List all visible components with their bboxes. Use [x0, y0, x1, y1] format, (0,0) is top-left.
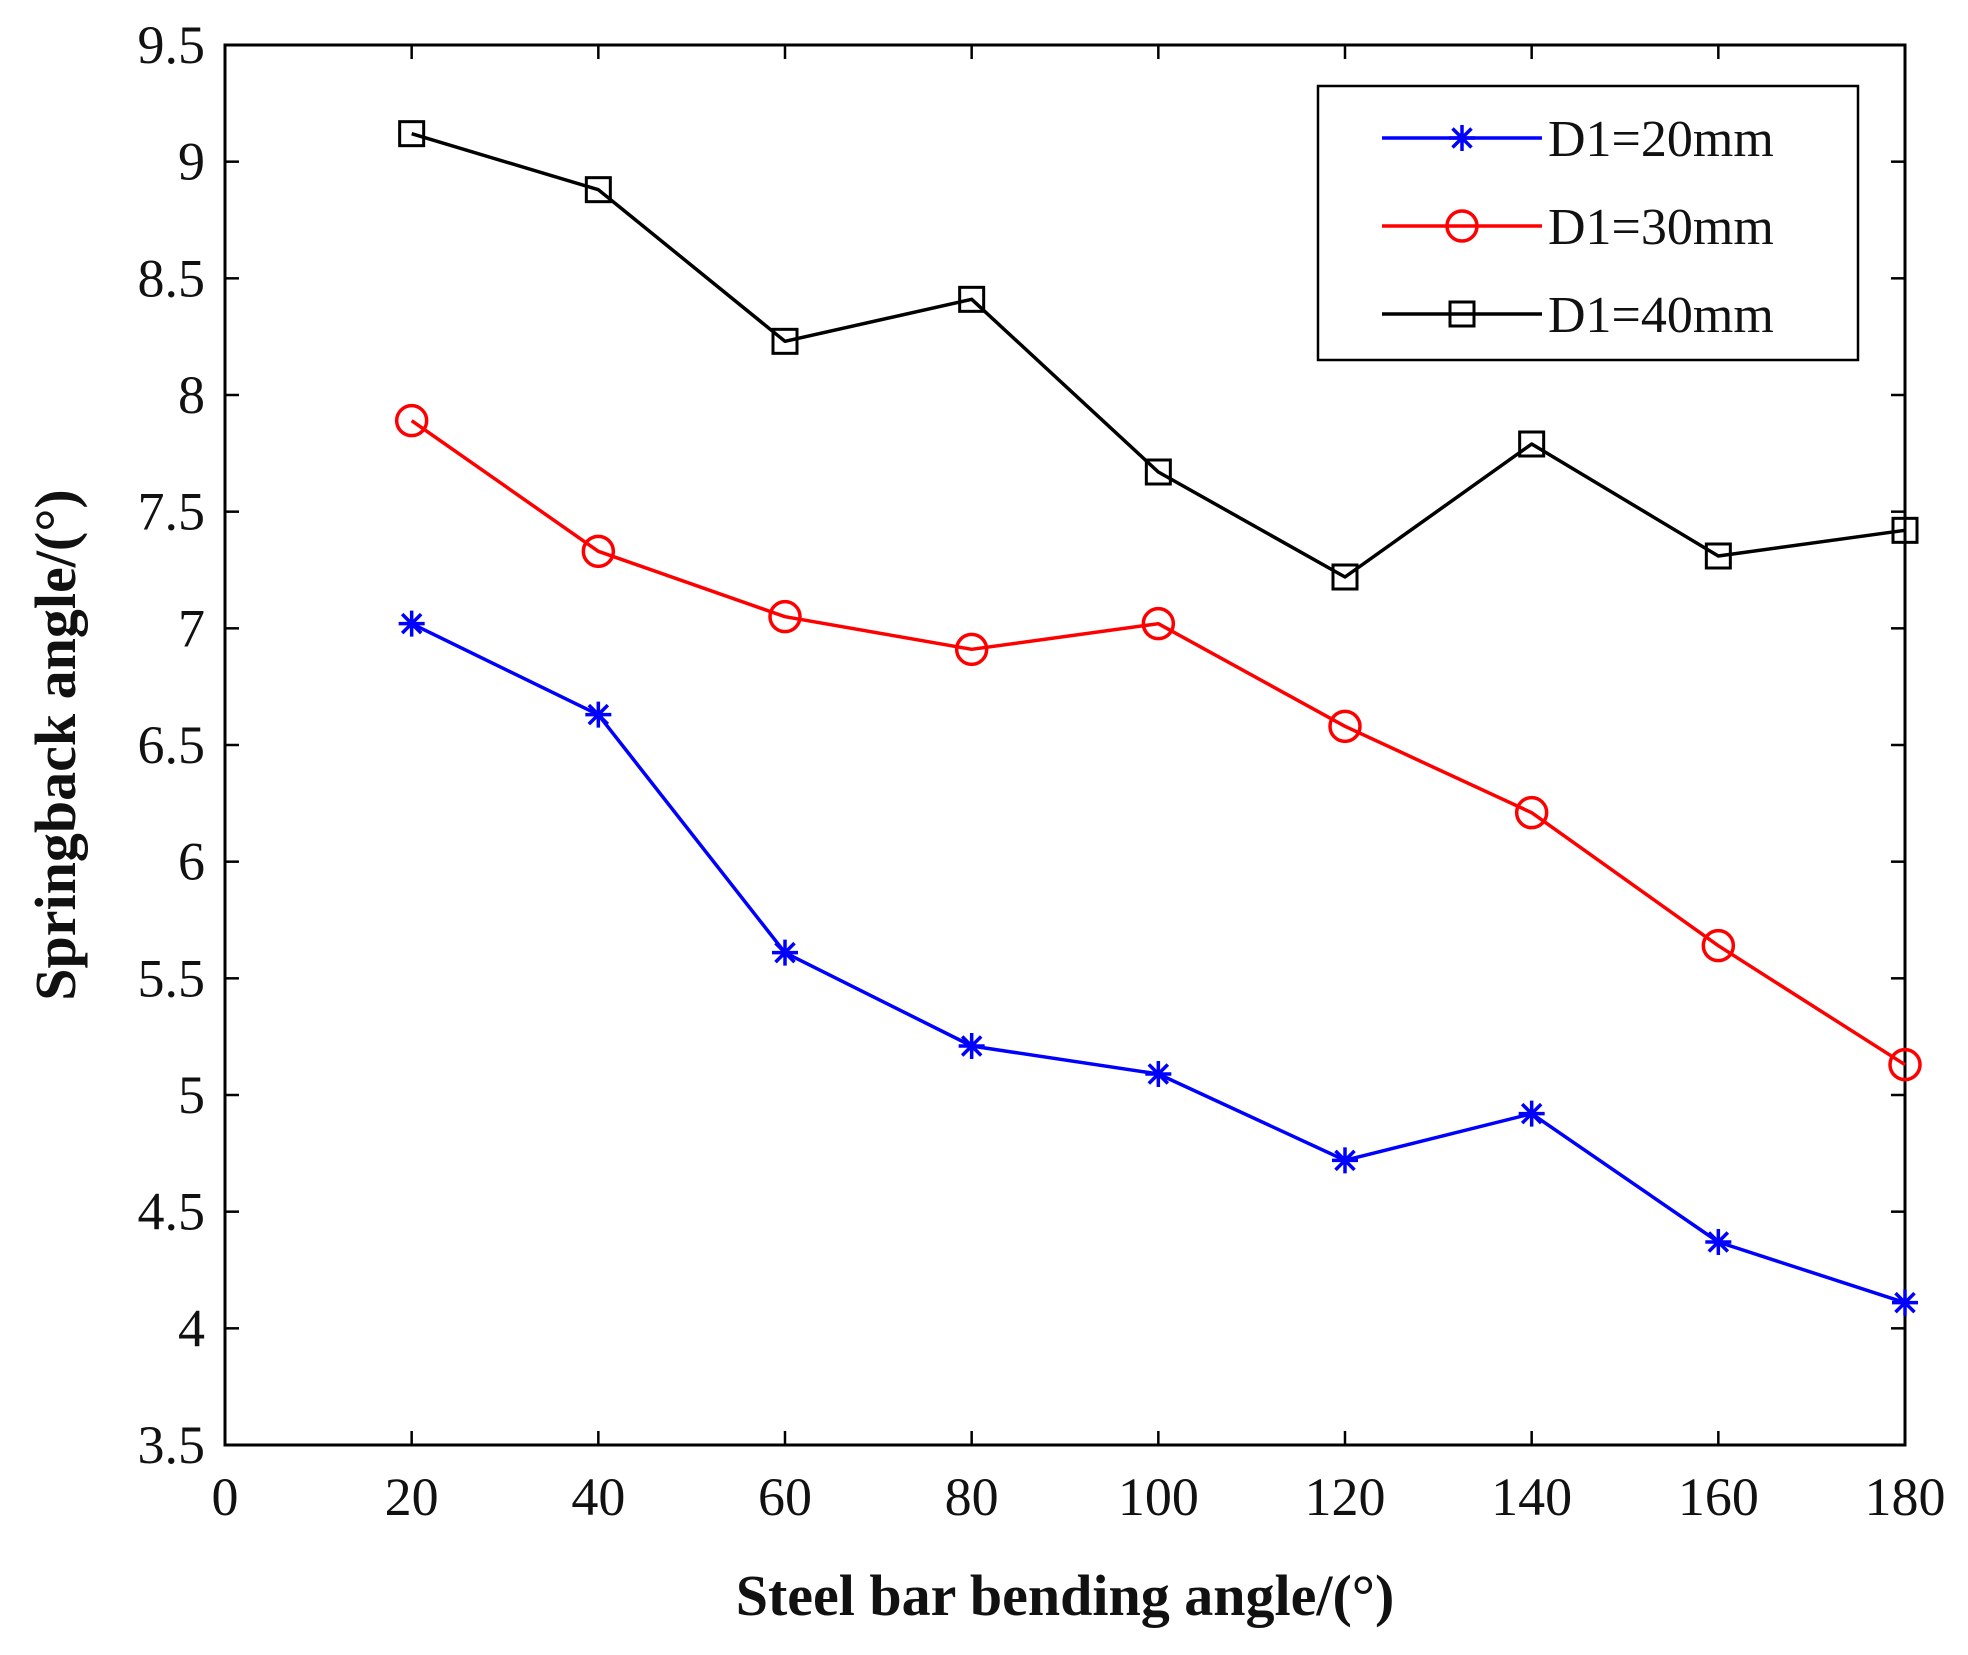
x-tick-label: 0	[212, 1467, 239, 1527]
data-point	[394, 403, 429, 438]
x-tick-label: 40	[571, 1467, 625, 1527]
y-tick-label: 7	[178, 598, 205, 658]
y-tick-label: 6	[178, 832, 205, 892]
y-tick-label: 7.5	[138, 482, 206, 542]
y-tick-label: 9.5	[138, 15, 206, 75]
legend-marker	[1448, 300, 1476, 328]
x-axis-title: Steel bar bending angle/(°)	[736, 1563, 1395, 1628]
data-point	[398, 610, 425, 637]
data-point	[1332, 1147, 1358, 1174]
x-tick-label: 60	[758, 1467, 812, 1527]
data-point	[1328, 709, 1362, 744]
y-tick-label: 6.5	[138, 715, 206, 775]
data-point	[958, 285, 986, 313]
legend-marker	[1449, 125, 1475, 151]
y-tick-label: 4.5	[138, 1182, 206, 1242]
data-point	[581, 534, 616, 569]
y-tick-label: 4	[178, 1298, 205, 1358]
y-tick-label: 9	[178, 132, 205, 192]
data-point	[585, 701, 612, 728]
legend-item: D1=40mm	[1382, 287, 1774, 344]
data-point	[1141, 606, 1176, 641]
data-point	[771, 327, 799, 355]
x-axis: 0 20 40 60 80 100 120 140 160 180	[212, 45, 1946, 1527]
x-tick-label: 160	[1678, 1467, 1759, 1527]
series-1	[398, 610, 1918, 1316]
x-tick-label: 80	[945, 1467, 999, 1527]
series-3	[398, 120, 1919, 591]
data-point	[772, 939, 798, 966]
y-tick-label: 3.5	[138, 1415, 206, 1475]
series-layer	[394, 120, 1922, 1316]
data-point	[1331, 563, 1359, 591]
data-point	[1518, 1100, 1545, 1127]
legend: D1=20mm D1=30mm D1=40mm	[1316, 84, 1860, 362]
x-tick-label: 100	[1118, 1467, 1199, 1527]
data-point	[1891, 516, 1919, 544]
data-point	[398, 120, 426, 148]
data-point	[954, 632, 989, 667]
data-point	[1892, 1289, 1918, 1316]
y-tick-label: 5	[178, 1065, 205, 1125]
data-point	[1145, 1061, 1172, 1087]
x-tick-label: 180	[1865, 1467, 1946, 1527]
data-point	[1144, 458, 1172, 486]
x-tick-label: 20	[385, 1467, 439, 1527]
y-axis-title: Springback angle/(°)	[23, 489, 88, 1000]
data-point	[1701, 928, 1736, 963]
data-point	[1514, 795, 1549, 830]
x-tick-label: 140	[1491, 1467, 1572, 1527]
data-point	[768, 599, 802, 634]
series-2	[394, 403, 1922, 1082]
y-tick-label: 8.5	[138, 248, 206, 308]
series-line	[411, 132, 1906, 579]
data-point	[1704, 542, 1732, 570]
data-point	[958, 1033, 985, 1059]
y-axis: 3.5 4 4.5 5 5.5 6 6.5 7 7.5 8 8.5 9 9.5	[138, 15, 1905, 1475]
legend-label: D1=30mm	[1548, 199, 1774, 256]
y-tick-label: 5.5	[138, 948, 206, 1008]
legend-label: D1=40mm	[1548, 287, 1774, 344]
data-point	[1518, 430, 1546, 458]
data-point	[1888, 1047, 1922, 1082]
data-point	[584, 176, 612, 204]
x-tick-label: 120	[1305, 1467, 1386, 1527]
legend-item: D1=20mm	[1382, 111, 1774, 168]
data-point	[1705, 1229, 1732, 1255]
legend-label: D1=20mm	[1548, 111, 1774, 168]
legend-item: D1=30mm	[1382, 199, 1774, 256]
legend-marker	[1445, 209, 1479, 243]
series-line	[410, 419, 1906, 1067]
y-tick-label: 8	[178, 365, 205, 425]
